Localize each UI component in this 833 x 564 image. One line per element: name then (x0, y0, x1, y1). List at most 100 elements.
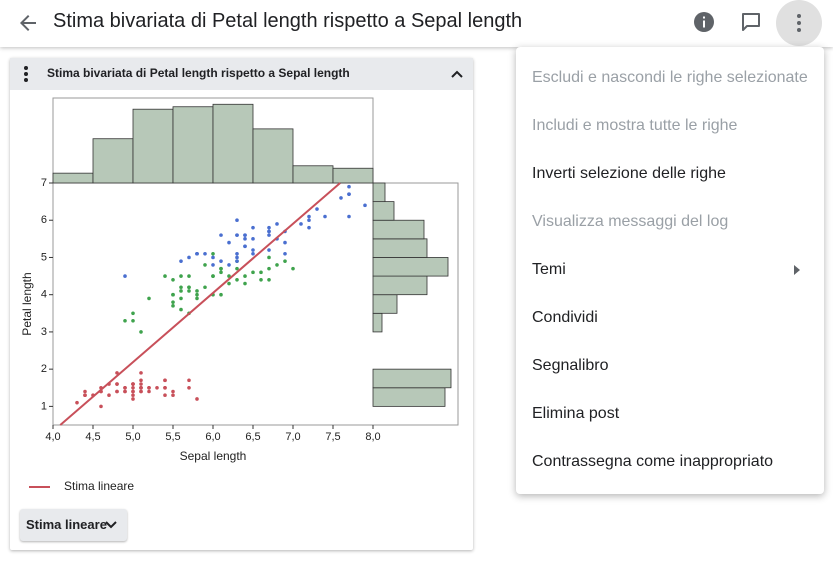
x-tick-label: 4,5 (85, 431, 100, 443)
point (203, 263, 207, 267)
point (123, 274, 127, 278)
point (179, 274, 183, 278)
point (235, 259, 239, 263)
menu-item[interactable]: Contrassegna come inappropriato (516, 439, 824, 487)
menu-item[interactable]: Condividi (516, 295, 824, 343)
menu-item: Visualizza messaggi del log (516, 199, 824, 247)
point (339, 196, 343, 200)
point (203, 251, 207, 256)
top-histogram-bar (292, 165, 334, 184)
point (227, 263, 231, 267)
point (163, 393, 167, 398)
x-tick-label: 6,5 (245, 431, 260, 443)
right-histogram-bar (372, 257, 449, 277)
point (243, 281, 247, 286)
x-tick-label: 7,0 (285, 431, 300, 443)
point (107, 393, 111, 398)
point (251, 270, 255, 275)
menu-item-label: Inverti selezione delle righe (532, 165, 726, 182)
point (123, 318, 127, 323)
menu-item-label: Visualizza messaggi del log (532, 213, 729, 230)
point (187, 255, 191, 260)
point (235, 278, 239, 282)
y-axis-label: Petal length (20, 272, 34, 335)
card-menu-button[interactable] (20, 64, 32, 84)
point (179, 259, 183, 263)
point (171, 304, 175, 308)
x-tick-label: 5,0 (125, 431, 140, 443)
info-button[interactable] (692, 10, 716, 34)
back-button[interactable] (16, 11, 40, 35)
point (267, 255, 271, 260)
top-histogram-bar (92, 138, 134, 184)
menu-item[interactable]: Temi (516, 247, 824, 295)
menu-item[interactable]: Segnalibro (516, 343, 824, 391)
point (131, 318, 135, 323)
point (195, 397, 199, 401)
point (235, 266, 239, 271)
point (163, 378, 167, 383)
point (283, 259, 287, 263)
point (195, 296, 199, 301)
point (195, 251, 199, 256)
y-tick-label: 2 (41, 363, 47, 375)
point (347, 184, 351, 189)
point (187, 285, 191, 290)
point (83, 393, 87, 398)
y-tick-label: 3 (41, 326, 47, 338)
point (219, 270, 223, 275)
point (195, 292, 199, 297)
point (203, 285, 207, 290)
point (267, 229, 271, 234)
legend-label: Stima lineare (64, 479, 134, 493)
point (363, 203, 367, 208)
more-button[interactable] (775, 0, 823, 47)
point (179, 289, 183, 293)
menu-item-label: Temi (532, 261, 566, 278)
point (219, 259, 223, 263)
point (275, 222, 279, 226)
menu-item[interactable]: Inverti selezione delle righe (516, 151, 824, 199)
top-histogram-bar (132, 108, 174, 184)
point (131, 311, 135, 316)
point (299, 222, 303, 226)
point (139, 330, 143, 334)
submenu-arrow (794, 265, 800, 275)
fit-button[interactable]: Stima lineare (20, 509, 127, 541)
menu-item-label: Escludi e nascondi le righe selezionate (532, 69, 808, 86)
menu: Escludi e nascondi le righe selezionate I… (516, 47, 824, 494)
point (131, 397, 135, 401)
point (259, 270, 263, 275)
point (171, 389, 175, 394)
point (179, 285, 183, 290)
point (275, 263, 279, 267)
point (235, 218, 239, 223)
point (211, 274, 215, 278)
point (187, 274, 191, 278)
point (155, 385, 159, 390)
point (131, 389, 135, 394)
point (267, 278, 271, 282)
point (267, 233, 271, 237)
chevron-down (105, 521, 117, 529)
chart: 4,0 4,5 5,0 5,5 6,0 6,5 7,0 7,5 8,0 1 2 3 4 5 6 7 Sepal … (20, 97, 459, 493)
point (171, 393, 175, 398)
point (227, 274, 231, 278)
point (315, 207, 319, 211)
comment-button[interactable] (739, 10, 763, 34)
point (307, 214, 311, 219)
point (115, 389, 119, 394)
y-tick-label: 1 (41, 400, 47, 412)
point (243, 274, 247, 278)
point (267, 248, 271, 252)
collapse-button[interactable] (449, 66, 465, 82)
point (179, 296, 183, 301)
point (243, 237, 247, 241)
point (123, 389, 127, 394)
point (307, 218, 311, 223)
point (219, 233, 223, 237)
menu-item[interactable]: Elimina post (516, 391, 824, 439)
card-header (10, 58, 473, 90)
right-histogram-bar (372, 219, 425, 240)
x-tick-label: 4,0 (45, 431, 60, 443)
